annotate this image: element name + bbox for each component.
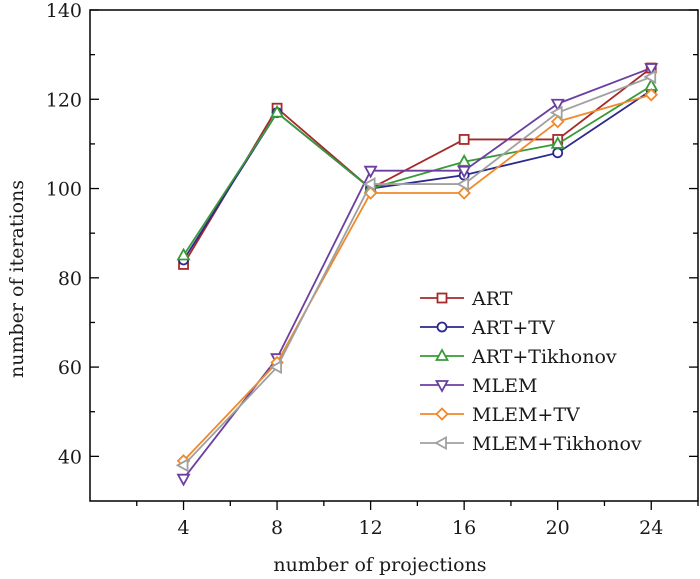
legend-label: ART xyxy=(471,288,513,310)
data-point xyxy=(644,88,659,102)
x-tick-label: 24 xyxy=(639,517,663,539)
data-point xyxy=(175,458,189,473)
legend-marker xyxy=(435,407,449,421)
legend-label: ART+Tikhonov xyxy=(471,346,617,368)
y-tick-label: 100 xyxy=(46,179,82,201)
data-point xyxy=(363,165,378,179)
y-tick-label: 60 xyxy=(58,357,82,379)
data-point xyxy=(552,147,564,159)
series-line xyxy=(182,93,652,462)
data-point xyxy=(456,177,470,192)
data-point xyxy=(549,105,563,120)
data-point xyxy=(458,134,470,145)
legend-entry: ART+TV xyxy=(420,317,555,339)
legend-label: MLEM xyxy=(472,375,537,397)
legend-label: MLEM+Tikhonov xyxy=(472,433,642,455)
legend-marker xyxy=(434,348,450,361)
y-tick-label: 120 xyxy=(46,89,82,111)
legend-marker xyxy=(436,321,448,333)
x-axis-label: number of projections xyxy=(273,554,486,576)
legend-entry: MLEM+TV xyxy=(420,404,580,426)
data-point xyxy=(457,165,472,179)
legend-entry: ART xyxy=(420,288,513,310)
x-tick-label: 12 xyxy=(359,517,383,539)
axes: 40 60 80 100 120 140 4 8 12 16 20 24 xyxy=(46,0,699,539)
series-mlem-tv xyxy=(176,88,659,468)
data-point xyxy=(550,136,565,149)
data-point xyxy=(550,114,565,129)
y-axis-label: number of iterations xyxy=(6,180,28,378)
series-layer xyxy=(175,62,659,487)
data-point xyxy=(643,69,657,84)
data-point xyxy=(457,186,471,200)
x-tick-label: 16 xyxy=(452,517,476,539)
legend-marker xyxy=(436,292,448,304)
legend-marker xyxy=(434,380,450,393)
series-mlem-tikhonov xyxy=(175,69,657,473)
x-tick-label: 20 xyxy=(546,517,570,539)
y-tick-label: 140 xyxy=(46,0,82,22)
legend-label: MLEM+TV xyxy=(472,404,580,426)
y-tick-label: 80 xyxy=(58,268,82,290)
data-point xyxy=(362,177,376,192)
legend: ART ART+TV ART+Tikhonov MLEM MLEM+TV MLEM+Tik… xyxy=(420,288,642,455)
legend-entry: MLEM+Tikhonov xyxy=(420,433,642,455)
data-point xyxy=(457,153,472,167)
y-tick-label: 40 xyxy=(58,446,82,468)
data-point xyxy=(176,247,191,261)
series-line xyxy=(182,67,652,265)
data-point xyxy=(644,63,659,76)
legend-label: ART+TV xyxy=(471,317,555,339)
x-tick-label: 4 xyxy=(177,517,189,539)
legend-marker xyxy=(434,435,447,451)
data-point xyxy=(270,104,285,118)
data-point xyxy=(269,360,282,375)
legend-entry: ART+Tikhonov xyxy=(420,346,617,368)
series-art-tikhonov xyxy=(176,78,659,261)
data-point xyxy=(176,473,191,487)
data-point xyxy=(550,98,565,112)
legend-entry: MLEM xyxy=(420,375,537,397)
series-line xyxy=(182,85,652,256)
x-tick-label: 8 xyxy=(271,517,283,539)
series-line xyxy=(182,76,652,466)
plot-frame xyxy=(89,9,699,502)
